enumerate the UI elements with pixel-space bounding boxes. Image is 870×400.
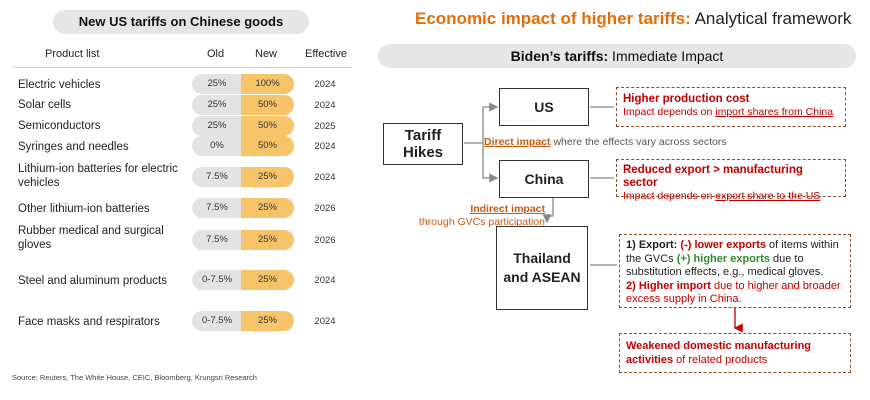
old-rate: 0-7.5% <box>201 315 233 326</box>
effective-year: 2024 <box>314 141 336 152</box>
asean-impact-note: 1) Export: (-) lower exports of items wi… <box>619 234 851 308</box>
asean-p1-neg: (-) lower exports <box>680 239 766 251</box>
us-box: US <box>499 88 589 126</box>
old-rate: 25% <box>207 120 227 131</box>
new-bar <box>241 230 294 250</box>
header-divider <box>12 67 352 68</box>
old-rate: 25% <box>207 78 227 89</box>
us-note-head: Higher production cost <box>623 93 750 105</box>
header-old: Old <box>207 48 225 60</box>
asean-p2-end: due to higher and broader excess supply … <box>626 279 841 306</box>
new-bar <box>241 270 294 290</box>
china-note-head: Reduced export > manufacturing sector <box>623 164 803 189</box>
product-label: Rubber medical and surgical gloves <box>18 225 164 251</box>
new-bar <box>241 198 294 218</box>
effective-year: 2026 <box>314 235 336 246</box>
asean-p1-end: due to substitution effects, e.g., medic… <box>626 252 824 279</box>
effective-year: 2025 <box>314 121 336 132</box>
section-subtitle: Biden’s tariffs: Immediate Impact <box>378 44 856 68</box>
china-note-link: export share to the US <box>715 190 821 202</box>
indirect-impact-link[interactable]: Indirect impact <box>470 203 545 215</box>
new-rate: 25% <box>257 171 277 182</box>
china-box: China <box>499 160 589 198</box>
result-end: of related products <box>673 354 768 366</box>
header-new: New <box>255 48 278 60</box>
product-label: Steel and aluminum products <box>18 275 167 287</box>
us-note-pre: Impact depends on <box>623 106 716 118</box>
effective-year: 2024 <box>314 316 336 327</box>
old-rate: 0% <box>210 140 224 151</box>
effective-year: 2024 <box>314 172 336 183</box>
new-rate: 25% <box>257 274 277 285</box>
product-label: Other lithium-ion batteries <box>18 203 150 215</box>
asean-box: Thailand and ASEAN <box>496 226 588 310</box>
old-rate: 7.5% <box>206 202 228 213</box>
new-rate: 50% <box>257 140 277 151</box>
new-bar <box>241 95 294 115</box>
subtitle-rest: Immediate Impact <box>608 48 724 64</box>
subtitle-bold: Biden’s tariffs: <box>510 48 609 64</box>
product-label: Semiconductors <box>18 120 101 132</box>
old-rate: 0-7.5% <box>201 274 233 285</box>
result-head: Weakened domestic manufacturing activiti… <box>626 340 812 366</box>
new-bar <box>241 74 294 94</box>
asean-p1-mid: of items within the GVCs <box>626 239 839 265</box>
us-impact-note: Higher production cost Impact depends on… <box>616 87 846 127</box>
asean-p1-label: 1) Export: <box>626 239 681 251</box>
tariff-hikes-box: Tariff Hikes <box>383 123 463 165</box>
indirect-impact-rest: through GVCs participation <box>418 216 545 228</box>
header-product: Product list <box>45 48 100 60</box>
new-rate: 50% <box>257 99 277 110</box>
new-rate: 25% <box>257 234 277 245</box>
new-bar <box>241 311 294 331</box>
product-label: Electric vehicles <box>18 79 101 91</box>
effective-year: 2024 <box>314 275 336 286</box>
direct-impact-rest: where the effects vary across sectors <box>550 136 727 148</box>
new-rate: 25% <box>257 202 277 213</box>
direct-impact-label: Direct impact where the effects vary acr… <box>484 136 727 148</box>
framework-title: Economic impact of higher tariffs: Analy… <box>415 9 851 29</box>
effective-year: 2026 <box>314 203 336 214</box>
old-rate: 7.5% <box>206 171 228 182</box>
old-rate: 25% <box>207 99 227 110</box>
china-note-pre: Impact depends on <box>623 190 716 202</box>
product-label: Solar cells <box>18 99 72 111</box>
asean-p1-pos: (+) higher exports <box>676 252 770 265</box>
new-rate: 25% <box>257 315 277 326</box>
old-rate: 7.5% <box>206 234 228 245</box>
effective-year: 2024 <box>314 100 336 111</box>
new-bar <box>241 116 294 136</box>
framework-title-rest: Analytical framework <box>690 9 852 28</box>
direct-impact-link[interactable]: Direct impact <box>484 136 551 148</box>
new-rate: 50% <box>257 120 277 131</box>
new-bar <box>241 136 294 156</box>
table-title: New US tariffs on Chinese goods <box>53 10 309 34</box>
effective-year: 2024 <box>314 79 336 90</box>
china-impact-note: Reduced export > manufacturing sector Im… <box>616 159 846 202</box>
source-note: Source: Reuters, The White House, CEIC, … <box>12 373 257 382</box>
new-rate: 100% <box>255 78 280 89</box>
product-label: Face masks and respirators <box>18 316 160 328</box>
product-label: Lithium-ion batteries for electric vehic… <box>18 163 178 189</box>
result-note: Weakened domestic manufacturing activiti… <box>619 333 851 373</box>
us-note-link: import shares from China <box>715 106 834 118</box>
product-label: Syringes and needles <box>18 141 129 153</box>
header-effective: Effective <box>305 48 347 60</box>
asean-p2-label: 2) Higher import <box>626 279 711 292</box>
new-bar <box>241 167 294 187</box>
framework-title-bold: Economic impact of higher tariffs: <box>415 9 691 28</box>
indirect-impact-label: Indirect impact through GVCs participati… <box>410 203 545 229</box>
